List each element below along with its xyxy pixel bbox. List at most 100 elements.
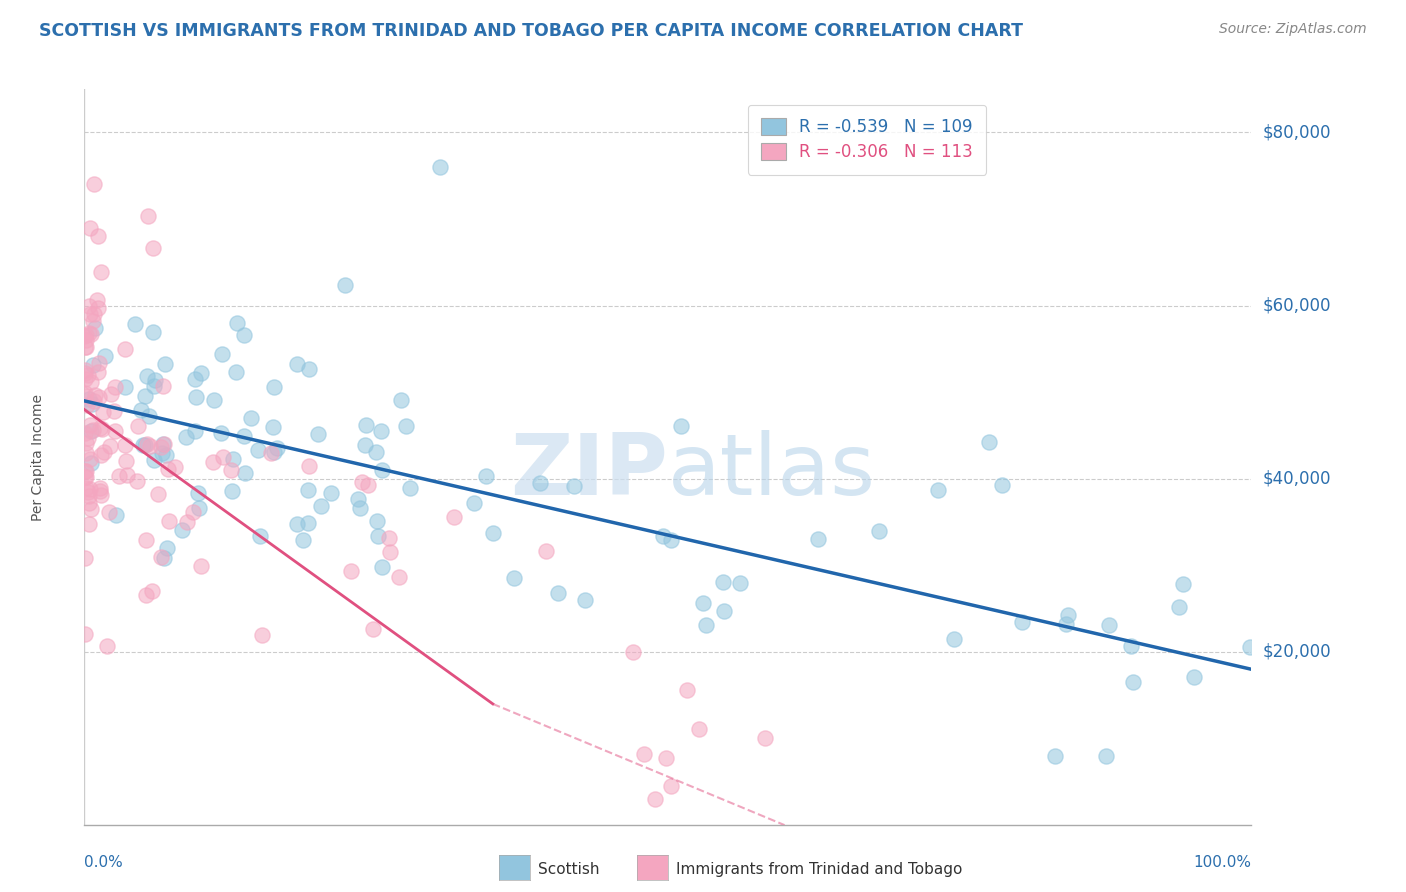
Point xyxy=(250,628,273,642)
Point xyxy=(292,533,315,548)
Point xyxy=(114,454,136,468)
Point xyxy=(225,365,247,379)
Point xyxy=(83,393,105,408)
Point xyxy=(73,372,96,386)
Point xyxy=(79,517,101,532)
Point xyxy=(184,424,207,438)
Point xyxy=(212,450,235,464)
Point xyxy=(77,299,100,313)
Point xyxy=(135,588,157,602)
Point xyxy=(695,618,717,632)
Point xyxy=(152,378,174,392)
Point xyxy=(475,469,498,483)
Text: atlas: atlas xyxy=(668,430,876,514)
Point xyxy=(352,475,374,490)
Point xyxy=(1098,617,1121,632)
Text: $80,000: $80,000 xyxy=(1263,123,1331,142)
Point xyxy=(141,584,163,599)
Point xyxy=(156,541,179,555)
Point xyxy=(79,452,101,467)
Point xyxy=(114,438,136,452)
Point xyxy=(79,220,101,235)
Point xyxy=(711,575,734,590)
Point xyxy=(174,430,197,444)
Point xyxy=(688,722,710,736)
Point xyxy=(754,731,776,746)
Point xyxy=(135,533,157,547)
Point xyxy=(574,592,596,607)
Point xyxy=(87,229,110,244)
Point xyxy=(79,418,101,433)
Point xyxy=(73,470,96,484)
Point xyxy=(297,362,319,376)
Point xyxy=(127,474,149,488)
Point xyxy=(807,532,830,546)
Text: $40,000: $40,000 xyxy=(1263,470,1331,488)
Point xyxy=(73,389,96,403)
Point xyxy=(90,488,112,502)
Point xyxy=(114,342,136,356)
Point xyxy=(83,307,105,321)
Point xyxy=(89,484,111,499)
Point xyxy=(136,369,159,384)
Point xyxy=(307,427,329,442)
Point xyxy=(136,209,159,223)
Legend: R = -0.539   N = 109, R = -0.306   N = 113: R = -0.539 N = 109, R = -0.306 N = 113 xyxy=(748,105,986,175)
Point xyxy=(75,333,97,347)
Point xyxy=(155,448,177,462)
Point xyxy=(80,502,103,516)
Point xyxy=(366,514,388,528)
Point xyxy=(114,380,136,394)
Point xyxy=(202,392,225,407)
Point xyxy=(380,545,402,559)
Point xyxy=(89,481,111,495)
Point xyxy=(389,393,412,408)
Point xyxy=(529,475,551,490)
Point xyxy=(77,368,100,383)
Point xyxy=(311,499,333,513)
Point xyxy=(83,178,105,192)
Point xyxy=(86,293,108,308)
Point xyxy=(127,418,149,433)
Point xyxy=(176,515,198,529)
Text: 100.0%: 100.0% xyxy=(1194,855,1251,870)
Text: ZIP: ZIP xyxy=(510,430,668,514)
Point xyxy=(333,278,356,293)
Point xyxy=(211,347,233,361)
Point xyxy=(131,438,153,452)
Point xyxy=(262,420,284,434)
Point xyxy=(73,626,96,640)
Point xyxy=(124,317,146,331)
Point xyxy=(75,445,97,459)
Point xyxy=(73,386,96,401)
Point xyxy=(1122,674,1144,689)
Point xyxy=(73,425,96,440)
Point xyxy=(157,462,180,476)
Point xyxy=(87,356,110,370)
Point xyxy=(153,551,176,566)
Point xyxy=(152,437,174,451)
Point xyxy=(80,375,103,389)
Point xyxy=(201,455,224,469)
Point xyxy=(87,390,110,404)
Point xyxy=(1011,615,1033,629)
Point xyxy=(297,516,319,531)
Point xyxy=(75,363,97,377)
Point xyxy=(138,409,160,423)
Point xyxy=(190,558,212,573)
Point xyxy=(80,326,103,341)
Point xyxy=(91,405,114,419)
Point xyxy=(652,529,675,543)
Point xyxy=(75,481,97,495)
Point xyxy=(181,505,204,519)
Point xyxy=(285,357,308,371)
Point xyxy=(87,365,110,379)
Point xyxy=(1182,670,1205,684)
Point xyxy=(82,314,104,328)
Point xyxy=(77,490,100,504)
Point xyxy=(692,596,714,610)
Point xyxy=(79,307,101,321)
Point xyxy=(209,426,232,441)
Point xyxy=(219,463,242,477)
Point xyxy=(534,544,557,558)
